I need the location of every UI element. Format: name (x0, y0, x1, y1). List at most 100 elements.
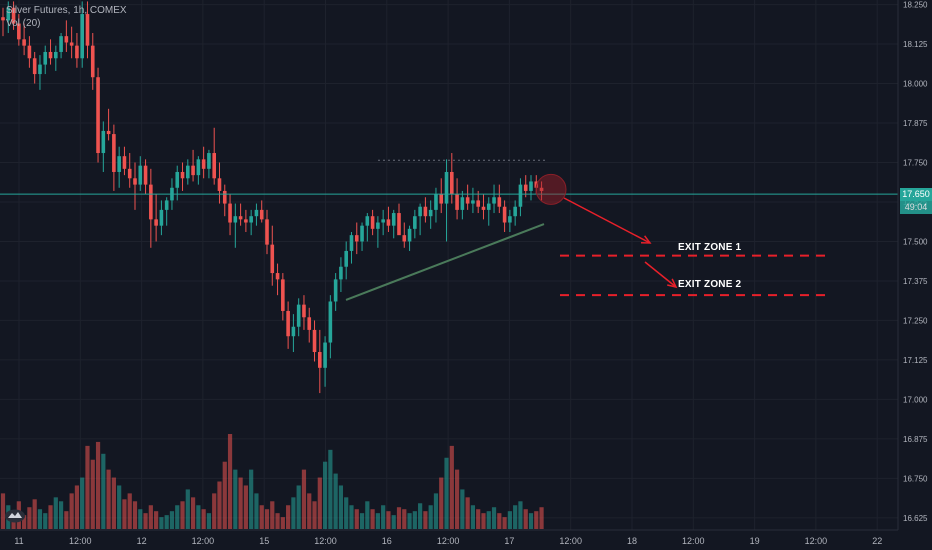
volume-bar (0, 493, 6, 529)
candle (143, 159, 148, 195)
volume-bar (275, 513, 280, 529)
candle (391, 209, 396, 239)
candle (486, 197, 491, 226)
candle (138, 156, 143, 191)
volume-bar (449, 445, 454, 529)
chart-legend: Silver Futures, 1h, COMEX Vol (20) (6, 4, 127, 30)
volume-bar (206, 513, 212, 529)
volume-bar (317, 477, 322, 529)
volume-bar (354, 509, 359, 529)
candle (38, 55, 42, 90)
x-tick-label: 18 (627, 536, 637, 546)
x-tick-label: 22 (872, 536, 882, 546)
volume-bar (264, 509, 270, 529)
volume-indicator-label[interactable]: Vol (20) (6, 18, 41, 29)
candle (529, 175, 533, 201)
volume-bar (481, 513, 486, 529)
y-tick-label: 18.125 (903, 40, 928, 49)
candle (11, 1, 16, 30)
candle (428, 200, 433, 229)
y-tick-label: 18.250 (903, 1, 928, 10)
candle (101, 121, 106, 172)
candle (450, 153, 454, 204)
candle (159, 200, 164, 236)
volume-bar (27, 507, 32, 529)
candle (175, 165, 180, 201)
volume-bar (37, 509, 43, 529)
volume-bar (175, 505, 180, 529)
volume-bar (502, 517, 507, 529)
candle (339, 257, 343, 293)
candle (106, 108, 111, 141)
x-tick-label: 15 (259, 536, 269, 546)
candle (307, 307, 312, 343)
candle (127, 153, 132, 188)
price-axis[interactable]: 18.25018.12518.00017.87517.75017.62517.5… (897, 0, 932, 530)
volume-bars (0, 434, 544, 529)
volume-bar (32, 499, 37, 529)
candle (228, 194, 232, 236)
volume-bar (523, 509, 528, 529)
candle (281, 273, 285, 321)
candle (275, 263, 280, 296)
volume-bar (396, 507, 402, 529)
volume-bar (106, 469, 111, 529)
volume-bar (476, 509, 481, 529)
arrow-to-exit-zone-1 (563, 197, 652, 244)
volume-bar (243, 485, 248, 529)
candle (149, 168, 153, 248)
volume-bar (359, 513, 365, 529)
x-tick-label: 11 (14, 536, 23, 546)
candle (402, 222, 407, 248)
candle (233, 203, 238, 248)
candle (423, 197, 428, 223)
candle (386, 206, 391, 232)
candle (523, 175, 528, 198)
candle (328, 295, 333, 359)
candle (17, 14, 21, 46)
candle (191, 149, 195, 182)
candle (75, 33, 79, 68)
exit-zone-2-label: EXIT ZONE 2 (678, 279, 742, 290)
volume-bar (22, 515, 27, 529)
candle (407, 225, 412, 251)
candle (518, 178, 523, 217)
volume-bar (280, 517, 285, 529)
volume-bar (159, 517, 164, 529)
chart-grid (0, 0, 898, 530)
candle (222, 184, 227, 217)
x-tick-label: 12:00 (314, 536, 337, 546)
volume-bar (381, 505, 386, 529)
candle (296, 298, 301, 337)
highlight-circle (535, 173, 567, 205)
volume-bar (201, 509, 206, 529)
candle (64, 20, 69, 52)
candle (418, 203, 422, 236)
volume-bar (539, 507, 544, 529)
volume-bar (69, 493, 74, 529)
volume-bar (423, 511, 428, 529)
candle (465, 184, 470, 210)
candle (413, 209, 417, 239)
candle (112, 124, 116, 191)
y-tick-label: 17.500 (903, 237, 928, 246)
exit-zone-1-label: EXIT ZONE 1 (678, 242, 742, 253)
candle (48, 39, 53, 65)
candle (481, 194, 486, 220)
volume-bar (433, 493, 439, 529)
candle (196, 156, 201, 185)
symbol-title[interactable]: Silver Futures, 1h, COMEX (6, 5, 127, 16)
time-axis[interactable]: 11 12:00 12 12:00 15 12:00 16 12:00 17 12:00 18 12:… (0, 529, 932, 550)
volume-bar (428, 505, 433, 529)
candle (59, 33, 63, 59)
volume-bar (101, 453, 106, 529)
x-tick-label: 12:00 (805, 536, 828, 546)
candle (85, 1, 90, 59)
volume-bar (138, 509, 143, 529)
candle (492, 184, 496, 214)
candle (513, 200, 517, 226)
volume-bar (270, 501, 275, 529)
arrow-to-exit-zone-2 (644, 261, 678, 289)
candle (397, 203, 401, 236)
